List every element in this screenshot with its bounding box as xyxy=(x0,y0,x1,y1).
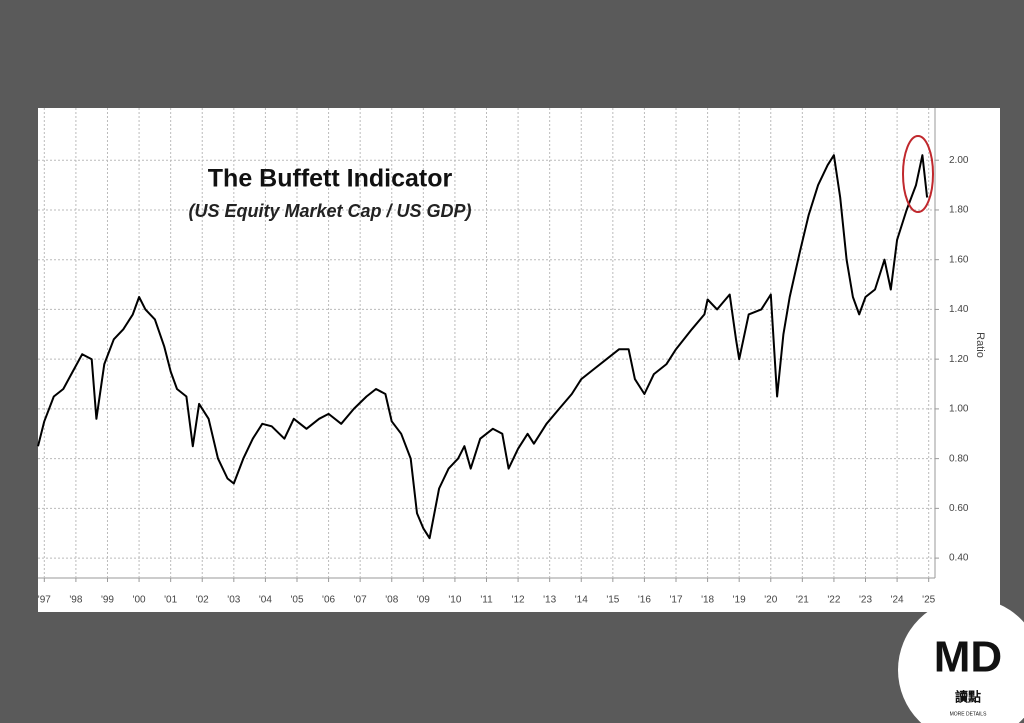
y-tick-label: 0.60 xyxy=(949,503,969,514)
x-tick-label: '00 xyxy=(133,595,146,606)
chart-title: The Buffett Indicator xyxy=(208,165,453,193)
x-tick-label: '24 xyxy=(891,595,904,606)
x-tick-label: '16 xyxy=(638,595,651,606)
x-tick-label: '98 xyxy=(69,595,82,606)
y-tick-label: 2.00 xyxy=(949,155,969,166)
logo-chinese: 讀點 xyxy=(955,689,981,704)
x-tick-label: '23 xyxy=(859,595,872,606)
y-tick-label: 1.20 xyxy=(949,354,969,365)
plot xyxy=(37,154,929,540)
x-tick-label: '14 xyxy=(575,595,588,606)
y-tick-label: 1.40 xyxy=(949,304,969,315)
x-tick-label: '05 xyxy=(290,595,303,606)
y-tick-label: 1.00 xyxy=(949,404,969,415)
x-tick-label: '02 xyxy=(196,595,209,606)
chart-panel xyxy=(38,108,1000,612)
highlight-ellipse xyxy=(902,135,934,213)
x-tick-label: '01 xyxy=(164,595,177,606)
x-tick-label: '13 xyxy=(543,595,556,606)
chart-subtitle: (US Equity Market Cap / US GDP) xyxy=(188,201,471,221)
x-tick-label: '06 xyxy=(322,595,335,606)
x-tick-label: '25 xyxy=(922,595,935,606)
x-tick-label: '03 xyxy=(227,595,240,606)
y-axis-label: Ratio xyxy=(974,332,986,358)
x-tick-label: '12 xyxy=(512,595,525,606)
y-tick-label: 1.60 xyxy=(949,254,969,265)
y-tick-label: 0.80 xyxy=(949,453,969,464)
x-tick-label: '08 xyxy=(385,595,398,606)
x-tick-label: '22 xyxy=(827,595,840,606)
x-tick-label: '07 xyxy=(354,595,367,606)
x-tick-label: '18 xyxy=(701,595,714,606)
y-tick-label: 1.80 xyxy=(949,205,969,216)
logo-mark: MD xyxy=(934,633,1002,682)
logo-tagline: MORE DETAILS xyxy=(950,711,988,717)
x-tick-label: '15 xyxy=(606,595,619,606)
x-tick-label: '11 xyxy=(480,595,493,606)
x-tick-label: '04 xyxy=(259,595,272,606)
x-tick-label: '99 xyxy=(101,595,114,606)
y-tick-label: 0.40 xyxy=(949,553,969,564)
data-line xyxy=(37,154,929,540)
x-tick-label: '10 xyxy=(448,595,461,606)
x-tick-label: '20 xyxy=(764,595,777,606)
x-tick-label: '09 xyxy=(417,595,430,606)
x-tick-label: '17 xyxy=(669,595,682,606)
x-tick-label: '21 xyxy=(796,595,809,606)
x-tick-label: '97 xyxy=(38,595,51,606)
logo-badge xyxy=(898,598,1024,723)
x-tick-label: '19 xyxy=(733,595,746,606)
